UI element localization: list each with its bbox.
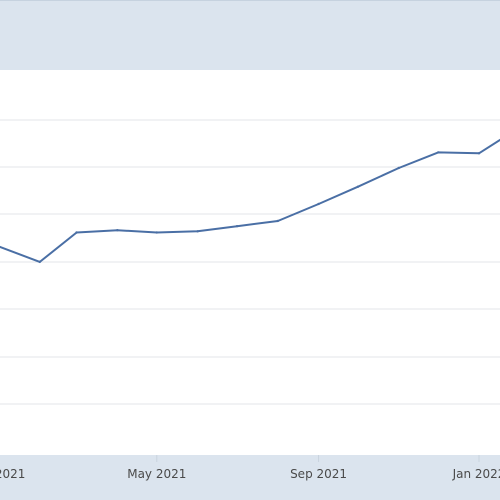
data-point: [155, 231, 159, 234]
data-point: [38, 260, 41, 264]
data-point: [397, 166, 400, 170]
data-point: [437, 151, 440, 154]
data-points: [0, 151, 481, 264]
data-point: [75, 231, 78, 234]
x-axis-ticks: [156, 455, 480, 462]
x-axis-band: [0, 455, 500, 500]
x-tick-label-jan-2021: Jan 2021: [0, 467, 25, 481]
data-point: [235, 224, 239, 228]
data-point: [317, 202, 320, 206]
data-point: [116, 228, 119, 232]
x-tick-label-may-2021: May 2021: [127, 467, 186, 481]
x-tick-label-sep-2021: Sep 2021: [290, 467, 347, 481]
data-point: [477, 152, 481, 155]
data-point: [276, 219, 279, 223]
y-gridlines: [0, 119, 500, 405]
series-line: [0, 138, 500, 263]
data-point: [356, 185, 360, 188]
x-tick-label-jan-2022: Jan 2022: [452, 467, 500, 481]
x-axis-labels: Jan 2021 May 2021 Sep 2021 Jan 2022: [0, 467, 500, 481]
data-point: [196, 230, 199, 233]
chart-header-band: [0, 0, 500, 71]
